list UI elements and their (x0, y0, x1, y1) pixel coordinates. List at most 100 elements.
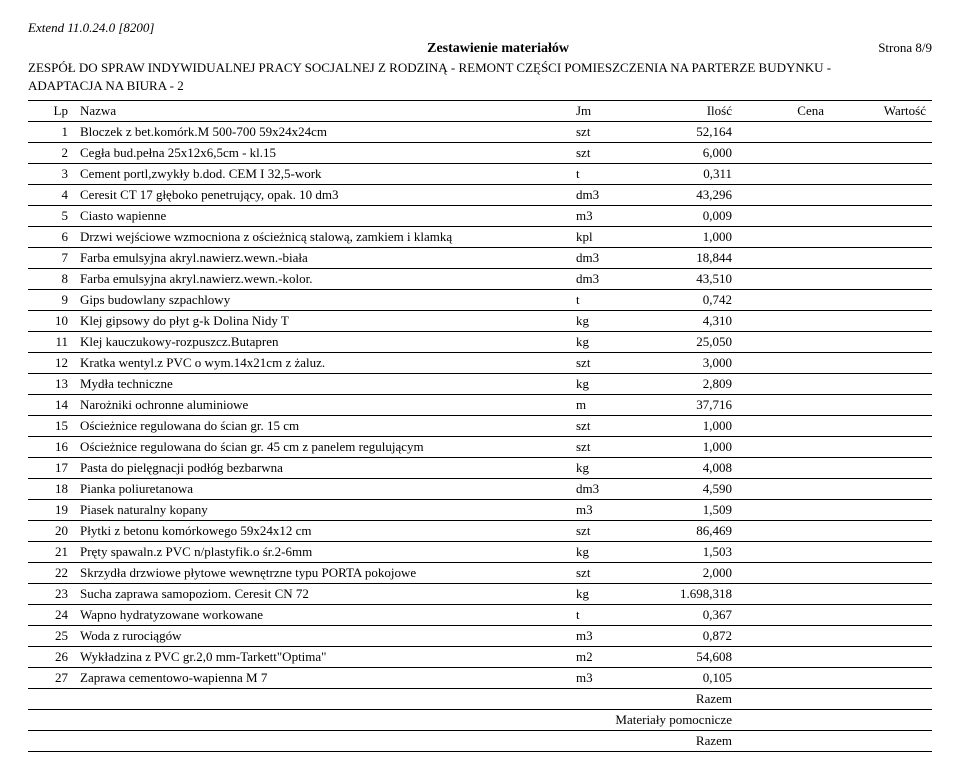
cell-wart (830, 542, 932, 563)
cell-lp: 2 (28, 143, 74, 164)
cell-qty: 0,872 (636, 626, 738, 647)
cell-wart (830, 437, 932, 458)
summary-empty (738, 731, 830, 752)
table-header-row: Lp Nazwa Jm Ilość Cena Wartość (28, 101, 932, 122)
cell-lp: 26 (28, 647, 74, 668)
cell-name: Pręty spawaln.z PVC n/plastyfik.o śr.2-6… (74, 542, 570, 563)
table-row: 16Ościeżnice regulowana do ścian gr. 45 … (28, 437, 932, 458)
cell-name: Kratka wentyl.z PVC o wym.14x21cm z żalu… (74, 353, 570, 374)
cell-name: Gips budowlany szpachlowy (74, 290, 570, 311)
cell-qty: 1,509 (636, 500, 738, 521)
cell-lp: 5 (28, 206, 74, 227)
cell-jm: m3 (570, 500, 636, 521)
cell-qty: 0,367 (636, 605, 738, 626)
cell-name: Płytki z betonu komórkowego 59x24x12 cm (74, 521, 570, 542)
summary-empty (830, 710, 932, 731)
cell-lp: 18 (28, 479, 74, 500)
cell-cena (738, 374, 830, 395)
cell-wart (830, 206, 932, 227)
cell-jm: szt (570, 437, 636, 458)
cell-qty: 18,844 (636, 248, 738, 269)
subtitle-line2: ADAPTACJA NA BIURA - 2 (28, 78, 184, 93)
table-row: 12Kratka wentyl.z PVC o wym.14x21cm z ża… (28, 353, 932, 374)
cell-cena (738, 479, 830, 500)
cell-cena (738, 269, 830, 290)
cell-name: Ościeżnice regulowana do ścian gr. 15 cm (74, 416, 570, 437)
table-row: 8Farba emulsyjna akryl.nawierz.wewn.-kol… (28, 269, 932, 290)
cell-lp: 15 (28, 416, 74, 437)
cell-jm: kg (570, 584, 636, 605)
cell-cena (738, 395, 830, 416)
summary-label: Razem (28, 731, 738, 752)
cell-lp: 1 (28, 122, 74, 143)
cell-qty: 43,296 (636, 185, 738, 206)
cell-lp: 8 (28, 269, 74, 290)
cell-name: Farba emulsyjna akryl.nawierz.wewn.-kolo… (74, 269, 570, 290)
cell-jm: m2 (570, 647, 636, 668)
table-row: 11Klej kauczukowy-rozpuszcz.Butaprenkg25… (28, 332, 932, 353)
cell-wart (830, 500, 932, 521)
cell-qty: 1,503 (636, 542, 738, 563)
cell-qty: 6,000 (636, 143, 738, 164)
cell-cena (738, 458, 830, 479)
cell-name: Narożniki ochronne aluminiowe (74, 395, 570, 416)
cell-wart (830, 227, 932, 248)
extend-line: Extend 11.0.24.0 [8200] (28, 20, 932, 36)
cell-lp: 17 (28, 458, 74, 479)
page-number: Strona 8/9 (878, 40, 932, 56)
cell-jm: szt (570, 563, 636, 584)
cell-qty: 0,009 (636, 206, 738, 227)
cell-lp: 25 (28, 626, 74, 647)
title-row: Zestawienie materiałów Strona 8/9 (28, 40, 932, 57)
col-wartosc: Wartość (830, 101, 932, 122)
cell-lp: 21 (28, 542, 74, 563)
table-row: 17Pasta do pielęgnacji podłóg bezbarwnak… (28, 458, 932, 479)
table-row: 21Pręty spawaln.z PVC n/plastyfik.o śr.2… (28, 542, 932, 563)
cell-qty: 52,164 (636, 122, 738, 143)
table-row: 4Ceresit CT 17 głęboko penetrujący, opak… (28, 185, 932, 206)
cell-qty: 1,000 (636, 416, 738, 437)
cell-wart (830, 584, 932, 605)
cell-wart (830, 269, 932, 290)
table-row: 22Skrzydła drzwiowe płytowe wewnętrzne t… (28, 563, 932, 584)
table-row: 14Narożniki ochronne aluminiowem37,716 (28, 395, 932, 416)
table-row: 10Klej gipsowy do płyt g-k Dolina Nidy T… (28, 311, 932, 332)
cell-name: Zaprawa cementowo-wapienna M 7 (74, 668, 570, 689)
cell-lp: 10 (28, 311, 74, 332)
cell-wart (830, 164, 932, 185)
cell-lp: 3 (28, 164, 74, 185)
summary-razem-1: Razem (28, 689, 932, 710)
subtitle-line1: ZESPÓŁ DO SPRAW INDYWIDUALNEJ PRACY SOCJ… (28, 60, 831, 75)
cell-wart (830, 626, 932, 647)
cell-name: Farba emulsyjna akryl.nawierz.wewn.-biał… (74, 248, 570, 269)
cell-qty: 0,742 (636, 290, 738, 311)
cell-wart (830, 353, 932, 374)
cell-wart (830, 605, 932, 626)
cell-lp: 16 (28, 437, 74, 458)
cell-wart (830, 647, 932, 668)
table-row: 18Pianka poliuretanowadm34,590 (28, 479, 932, 500)
cell-cena (738, 164, 830, 185)
cell-qty: 4,590 (636, 479, 738, 500)
cell-cena (738, 185, 830, 206)
cell-jm: t (570, 605, 636, 626)
cell-cena (738, 668, 830, 689)
col-lp: Lp (28, 101, 74, 122)
cell-cena (738, 332, 830, 353)
cell-lp: 13 (28, 374, 74, 395)
cell-cena (738, 143, 830, 164)
cell-lp: 20 (28, 521, 74, 542)
cell-name: Woda z rurociągów (74, 626, 570, 647)
cell-lp: 27 (28, 668, 74, 689)
cell-wart (830, 332, 932, 353)
cell-name: Klej kauczukowy-rozpuszcz.Butapren (74, 332, 570, 353)
table-row: 15Ościeżnice regulowana do ścian gr. 15 … (28, 416, 932, 437)
cell-qty: 1,000 (636, 227, 738, 248)
cell-qty: 4,310 (636, 311, 738, 332)
cell-jm: m3 (570, 668, 636, 689)
table-row: 26Wykładzina z PVC gr.2,0 mm-Tarkett"Opt… (28, 647, 932, 668)
cell-cena (738, 248, 830, 269)
table-row: 7Farba emulsyjna akryl.nawierz.wewn.-bia… (28, 248, 932, 269)
cell-jm: kg (570, 332, 636, 353)
cell-wart (830, 185, 932, 206)
